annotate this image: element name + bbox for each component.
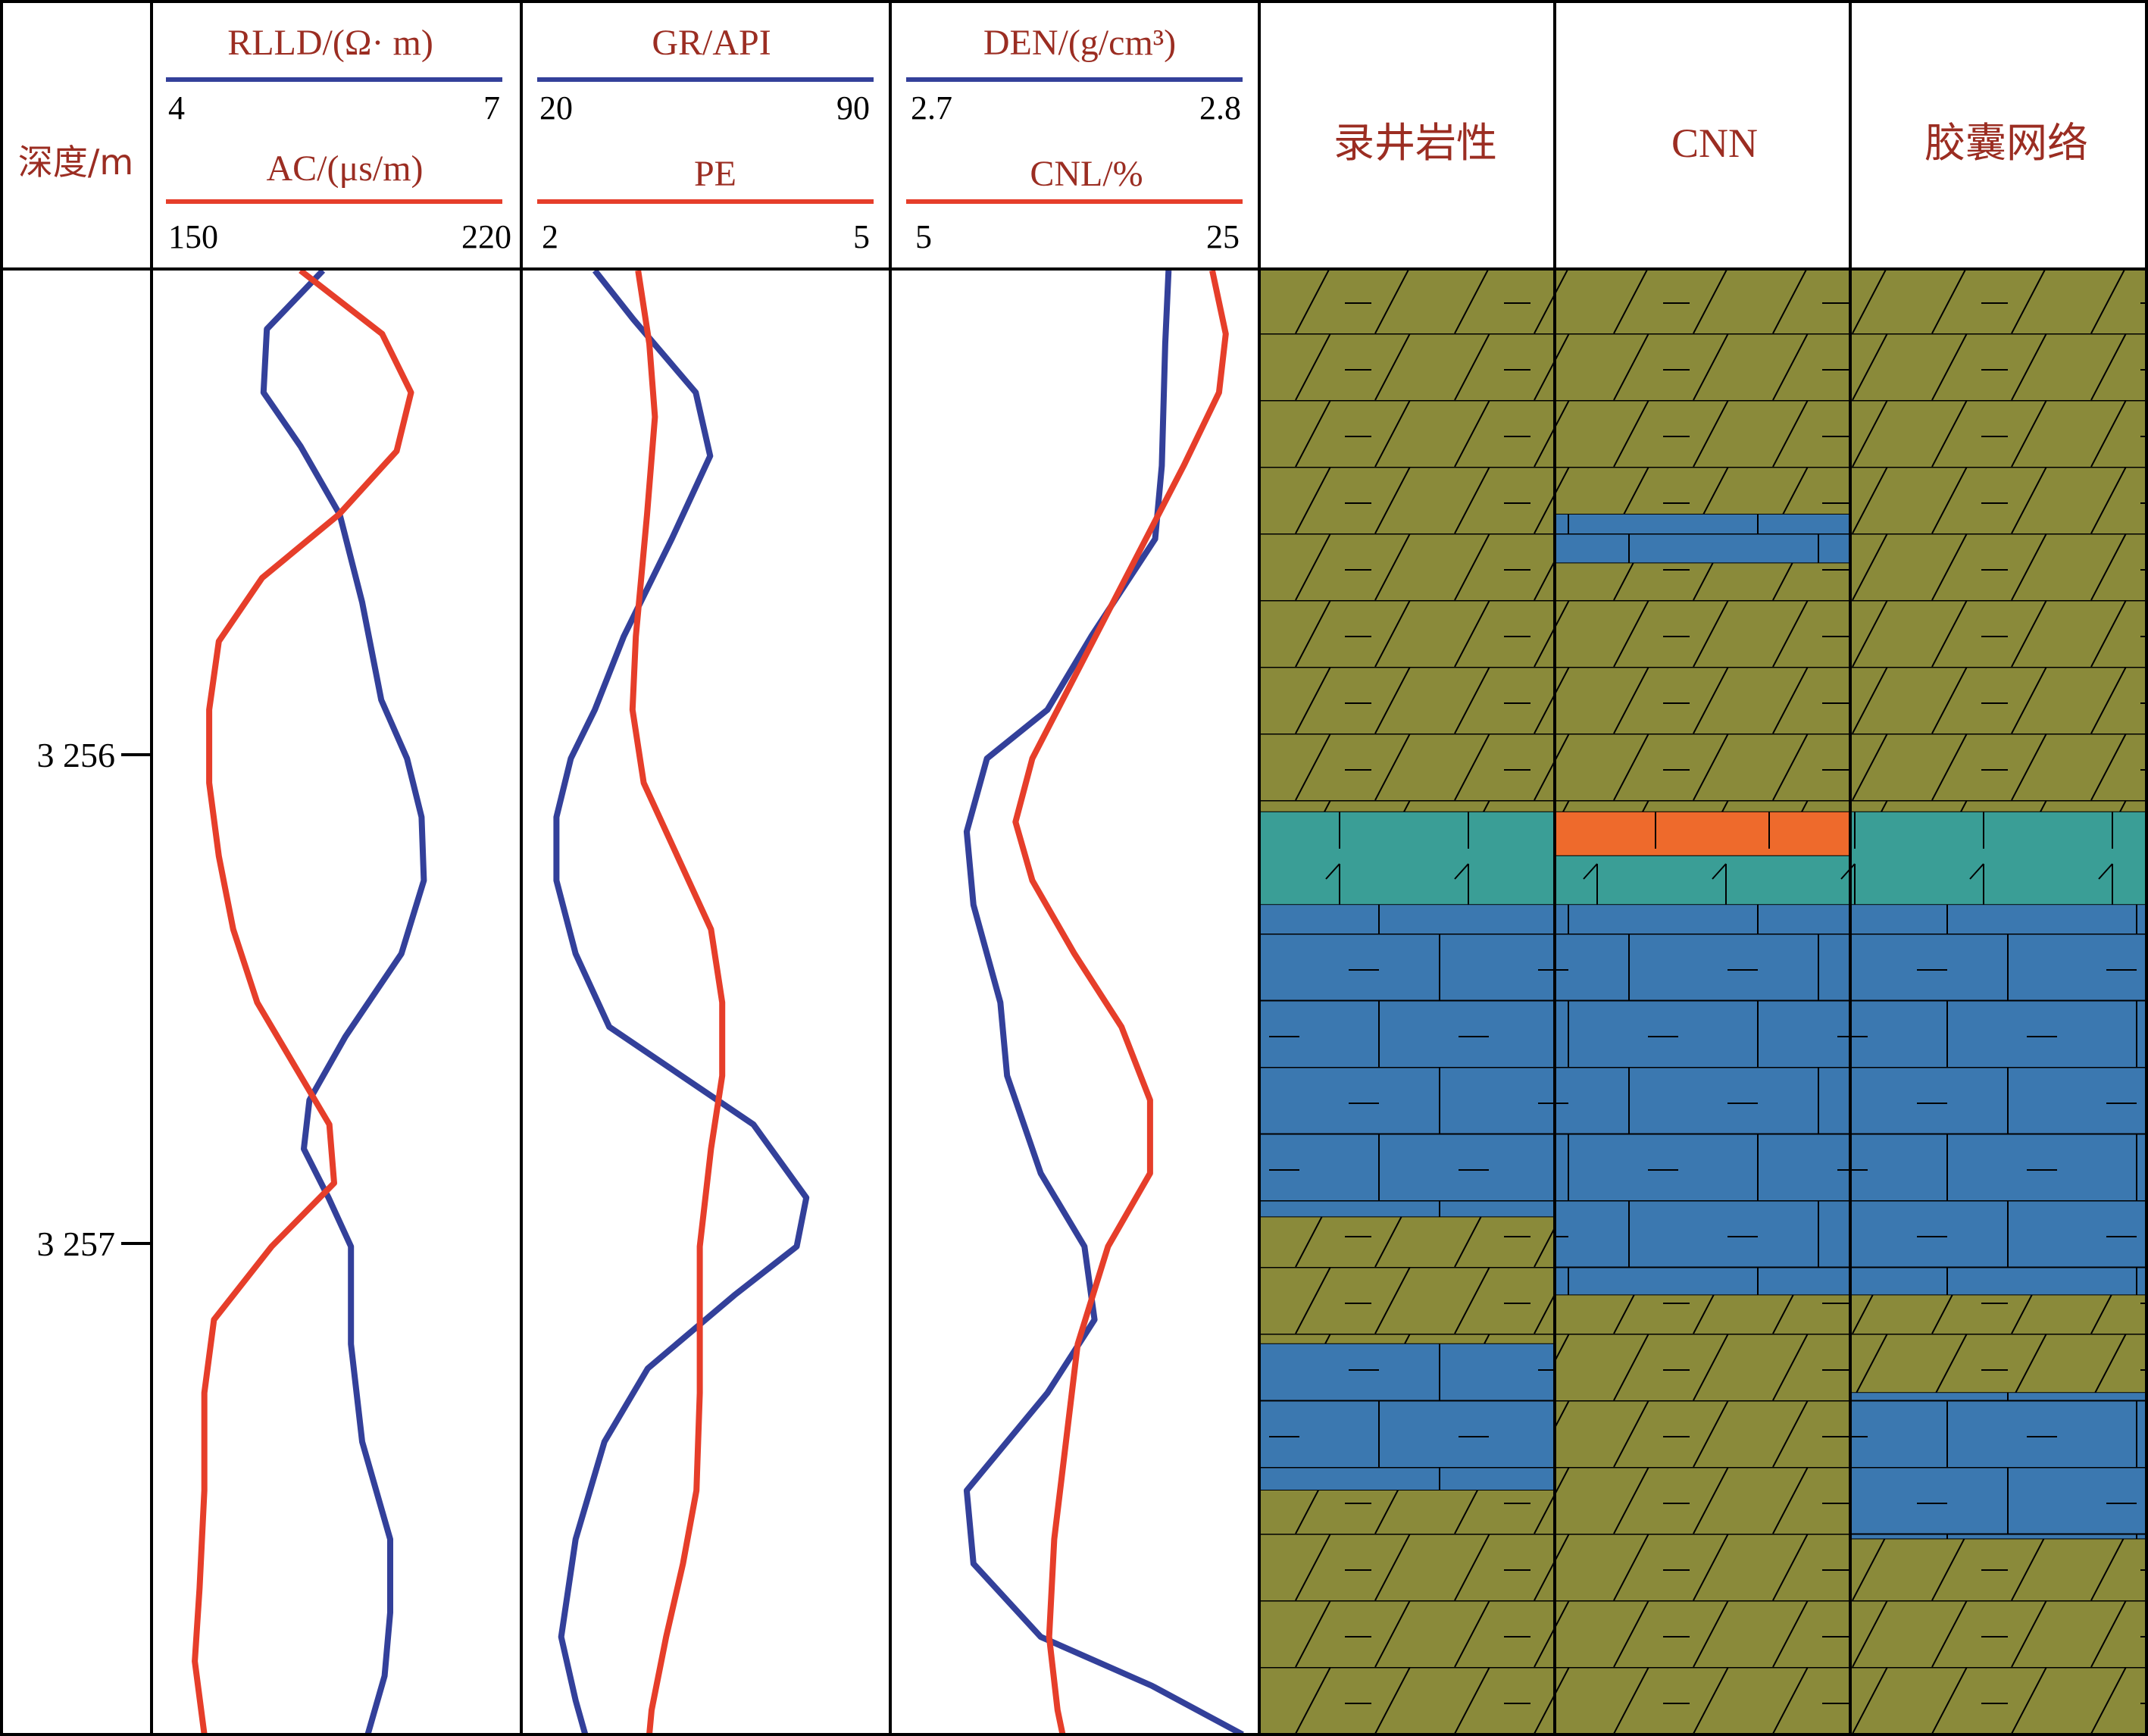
track3-blue-min: 2.7 [911,89,952,127]
lith-col-2-interval-6 [1556,905,1849,1296]
lith-col-1-interval-2 [1261,812,1553,906]
lith-col-3-interval-2 [1852,812,2146,906]
track1-red-curve-name: AC/(μs/m) [266,149,423,189]
track3-red-curve-name: CNL/% [1030,154,1143,194]
lith-col-2-interval-4 [1556,812,1849,856]
track2-blue-max: 90 [836,89,870,127]
lith-col-2-interval-1 [1556,271,1849,515]
lith-col-3-interval-4 [1852,1295,2146,1393]
track3-curve-blue [963,270,1244,1736]
lith-col-3-interval-3 [1852,905,2146,1296]
track3-red-max: 25 [1206,218,1240,255]
track3-blue-curve-name: DEN/(g/cm³) [983,23,1176,63]
track3-blue-max: 2.8 [1199,89,1241,127]
track3-curve-red [1012,270,1229,1735]
lithology-layer [1261,271,2146,1735]
lith-col-1-interval-1 [1261,271,1553,812]
lith-col-2-interval-2 [1556,515,1849,564]
track2-curve-blue [553,268,810,1736]
lith-col-2-interval-7 [1556,1295,1849,1734]
track1-curve-blue [260,268,427,1736]
depth-axis-label: 深度/m [18,142,133,183]
lith-col-2-interval-3 [1556,563,1849,812]
track2-blue-min: 20 [539,89,573,127]
lith-col-2-title: CNN [1671,120,1758,166]
lith-col-1-interval-4 [1261,1217,1553,1344]
track2-red-curve-name: PE [694,154,736,194]
track1-red-min: 150 [168,218,218,255]
track1-blue-min: 4 [168,89,185,127]
track2-red-min: 2 [542,218,558,255]
track1-red-max: 220 [461,218,511,255]
lith-col-3-interval-5 [1852,1393,2146,1540]
track2-red-max: 5 [853,218,870,255]
depth-tick-label-3256: 3 256 [37,736,116,774]
curve-layer [192,267,1244,1736]
lith-col-2-interval-5 [1556,855,1849,906]
depth-tick-label-3257: 3 257 [37,1225,116,1263]
track3-red-min: 5 [915,218,932,255]
track1-curve-red [192,267,414,1735]
lith-col-1-interval-3 [1261,905,1553,1218]
lith-col-1-title: 录井岩性 [1334,119,1497,167]
lith-col-1-interval-5 [1261,1343,1553,1490]
lith-col-3-interval-6 [1852,1539,2146,1734]
track2-curve-red [629,270,726,1735]
track2-blue-curve-name: GR/API [652,23,771,63]
lith-col-1-interval-6 [1261,1490,1553,1734]
lith-col-3-interval-1 [1852,271,2146,812]
track1-blue-curve-name: RLLD/(Ω· m) [227,23,433,63]
track1-blue-max: 7 [483,89,500,127]
lith-col-3-title: 胶囊网络 [1924,119,2088,167]
